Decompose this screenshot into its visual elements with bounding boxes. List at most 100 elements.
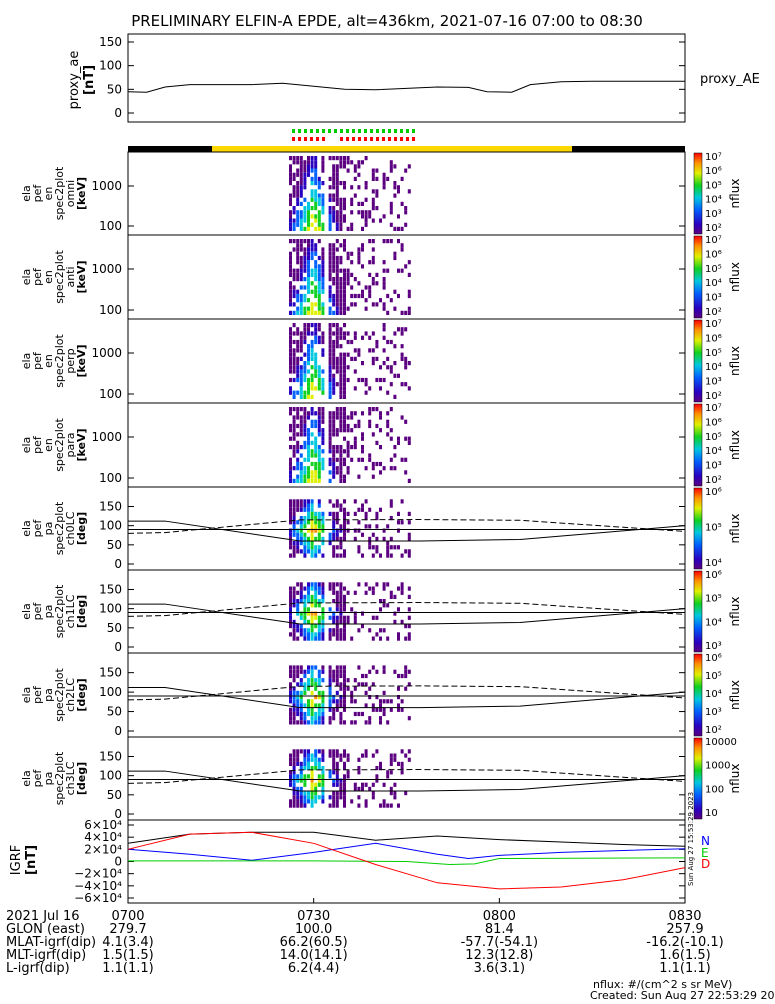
panel-ylabel-line: pef (31, 435, 44, 454)
colorbar-label: nflux (728, 764, 742, 794)
footer-cell: 66.2(60.5) (280, 935, 348, 950)
footer-cell: 0830 (668, 909, 701, 924)
footer-cell: -16.2(-10.1) (646, 935, 723, 950)
footer-cell: 1.1(1.1) (659, 961, 711, 976)
panel-ylabel-line: ela (20, 770, 33, 787)
igrf-legend-e: E (701, 846, 709, 860)
panel-ylabel-line: perp (64, 348, 77, 373)
proxy-ae-ytick: 100 (99, 59, 122, 73)
proxy-ae-yticks: 150 100 50 0 (99, 35, 685, 120)
footer-cell: 14.0(14.1) (280, 948, 348, 963)
proxy-ae-line (127, 80, 685, 93)
footer-cell: 1.1(1.1) (102, 961, 154, 976)
colorbar-tick: 10² (705, 391, 722, 402)
colorbar-tick: 10⁴ (705, 446, 722, 457)
panel-ytick: 100 (99, 769, 122, 783)
colorbar (693, 737, 703, 820)
panel-ytick: 50 (107, 705, 122, 719)
footer-cell: 0800 (483, 909, 516, 924)
footer-cell: 1.6(1.5) (659, 948, 711, 963)
colorbar-label: nflux (728, 179, 742, 209)
panel-ytick: 100 (99, 219, 122, 233)
colorbar-tick: 10⁶ (705, 333, 722, 344)
proxy-ae-yunit: [nT] (82, 65, 97, 95)
igrf-total-line (127, 831, 686, 847)
panel-ylabel-line: en (42, 438, 55, 452)
colorbar-tick: 10⁶ (705, 487, 722, 498)
igrf-ytick: 2×10⁴ (84, 842, 122, 856)
panel-ylabel-line: spec2plot (53, 250, 66, 304)
footer-row-label: 2021 Jul 16 (6, 909, 80, 924)
colorbar-tick: 10³ (705, 707, 722, 718)
proxy-ae-ytick: 150 (99, 35, 122, 49)
colorbar-tick: 10³ (705, 461, 722, 472)
panel-ylabel-line: ela (20, 687, 33, 704)
panel-ytick: 1000 (91, 179, 122, 193)
panel-ylabel-line: spec2plot (53, 584, 66, 638)
panel-ylabel-line: spec2plot (53, 751, 66, 805)
colorbar (693, 487, 703, 570)
panel-ytick: 100 (99, 519, 122, 533)
footer-cell: 6.2(4.4) (288, 961, 340, 976)
colorbar (693, 570, 703, 653)
colorbar-tick: 10⁴ (705, 195, 722, 206)
footer-cell: 81.4 (485, 922, 514, 937)
colorbar-tick: 10⁵ (705, 523, 722, 534)
panel-ytick: 100 (99, 685, 122, 699)
footer-cell: 12.3(12.8) (465, 948, 533, 963)
colorbar-tick: 10⁵ (705, 432, 722, 443)
colorbar-tick: 100 (705, 784, 724, 795)
panel-ylabel-line: pa (42, 772, 55, 786)
colorbar (693, 403, 703, 487)
igrf-ytick: −4×10⁴ (74, 879, 122, 893)
colorbar-tick: 10⁵ (705, 180, 722, 191)
panel-ytick: 0 (114, 640, 122, 654)
panel-ytick: 0 (114, 724, 122, 738)
plot-title: PRELIMINARY ELFIN-A EPDE, alt=436km, 202… (131, 12, 643, 30)
panel-ylabel-line: ch0LC (64, 511, 77, 545)
panel-ytick: 100 (99, 387, 122, 401)
panel-ytick: 100 (99, 303, 122, 317)
panel-ytick: 150 (99, 666, 122, 680)
igrf-ytick: 6×10⁴ (84, 818, 122, 832)
colorbar-tick: 10⁵ (705, 594, 722, 605)
panel-ytick: 50 (107, 788, 122, 802)
igrf-e-line (128, 857, 686, 866)
panel-ytick: 150 (99, 583, 122, 597)
panel-ylabel-line: pef (31, 769, 44, 788)
spectrogram-panels: 1000100elapefenspec2plotomni[keV]10⁷10⁶1… (20, 151, 742, 821)
colorbar (693, 319, 703, 403)
colorbar-tick: 10000 (705, 737, 737, 748)
footer-cell: 0700 (111, 909, 144, 924)
colorbar-tick: 10² (705, 475, 722, 486)
igrf-ytick: −2×10⁴ (74, 867, 122, 881)
colorbar-tick: 10⁶ (705, 166, 722, 177)
panel-ylabel-line: [keV] (75, 344, 88, 377)
colorbar (693, 653, 703, 737)
proxy-ae-ytick: 0 (114, 106, 122, 120)
colorbar-tick: 10³ (705, 641, 722, 652)
panel-ytick: 1000 (91, 430, 122, 444)
panel-ylabel-line: spec2plot (53, 418, 66, 472)
colorbar-tick: 10⁵ (705, 348, 722, 359)
orbit-status-bar (128, 146, 685, 152)
igrf-ytick: 0 (114, 855, 122, 869)
colorbar-tick: 10⁴ (705, 617, 722, 628)
panel-ytick: 100 (99, 471, 122, 485)
panel-ylabel-line: [keV] (75, 260, 88, 293)
colorbar-tick: 10⁶ (705, 417, 722, 428)
panel-ylabel-line: pef (31, 351, 44, 370)
colorbar-tick: 10⁴ (705, 689, 722, 700)
panel-ytick: 50 (107, 538, 122, 552)
panel-ytick: 50 (107, 621, 122, 635)
colorbar-tick: 10⁶ (705, 249, 722, 260)
colorbar-label: nflux (728, 514, 742, 544)
proxy-ae-ytick: 50 (107, 82, 122, 96)
colorbar-tick: 1000 (705, 761, 730, 772)
